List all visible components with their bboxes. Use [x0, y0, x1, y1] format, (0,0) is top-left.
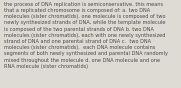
Text: the process of DNA replication is semiconservative. this means
that a replicated: the process of DNA replication is semico…: [4, 2, 168, 69]
